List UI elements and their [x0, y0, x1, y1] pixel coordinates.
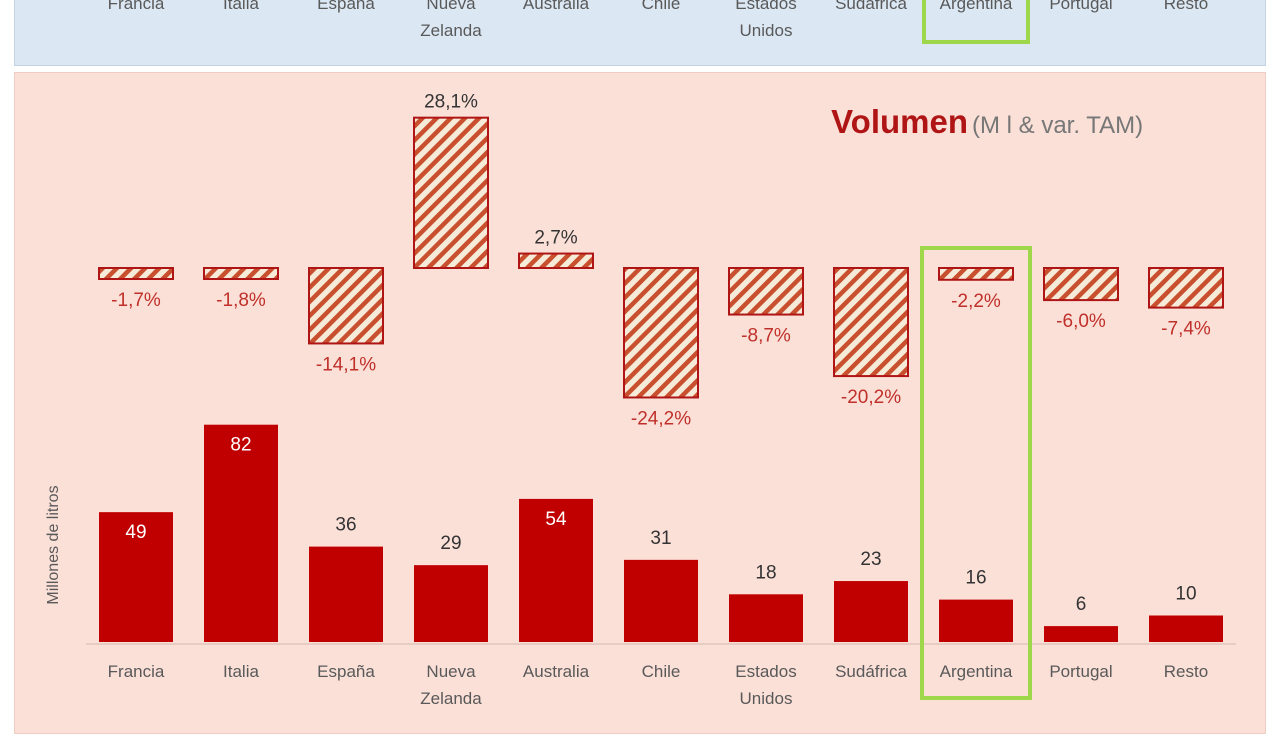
volume-label-australia: 54 [545, 509, 567, 530]
volume-bar-portugal [1044, 626, 1118, 642]
volume-label-portugal: 6 [1076, 594, 1087, 615]
volume-label-resto: 10 [1175, 584, 1196, 605]
x-tick-label-estados-unidos: Estados [735, 662, 796, 681]
top-tick-label-estados-unidos: Unidos [740, 21, 793, 40]
volume-label-españa: 36 [335, 515, 356, 536]
volume-label-estados-unidos: 18 [755, 562, 776, 583]
x-tick-label-argentina: Argentina [940, 662, 1013, 681]
top-tick-label-nueva-zelanda: Zelanda [420, 21, 482, 40]
variation-label-nueva-zelanda: 28,1% [424, 92, 478, 113]
x-tick-label-españa: España [317, 662, 375, 681]
y-axis-label: Millones de litros [45, 485, 62, 604]
highlight-box-argentina [920, 246, 1032, 700]
volume-bar-australia [519, 498, 593, 642]
top-tick-label-nueva-zelanda: Nueva [426, 0, 476, 13]
variation-bar-australia [518, 252, 594, 269]
volume-bar-estados-unidos [729, 594, 803, 642]
top-tick-label-francia: Francia [108, 0, 165, 13]
variation-bar-españa [308, 267, 384, 345]
volume-bar-resto [1149, 615, 1223, 642]
x-tick-label-portugal: Portugal [1049, 662, 1112, 681]
variation-bar-francia [98, 267, 174, 280]
volume-bar-argentina [939, 599, 1013, 642]
x-tick-label-chile: Chile [642, 662, 681, 681]
variation-label-portugal: -6,0% [1056, 311, 1106, 332]
volume-label-nueva-zelanda: 29 [440, 533, 461, 554]
chart-title: Volumen [831, 103, 968, 140]
top-tick-label-sudáfrica: Sudáfrica [835, 0, 907, 13]
volume-bar-italia [204, 424, 278, 642]
top-highlight-box-argentina [922, 0, 1030, 44]
variation-label-australia: 2,7% [534, 228, 577, 249]
volume-bar-españa [309, 546, 383, 642]
x-tick-label-sudáfrica: Sudáfrica [835, 662, 907, 681]
variation-label-españa: -14,1% [316, 354, 376, 375]
volume-bar-sudáfrica [834, 581, 908, 642]
top-header-panel [14, 0, 1266, 66]
variation-label-estados-unidos: -8,7% [741, 326, 791, 347]
volume-label-francia: 49 [125, 522, 146, 543]
top-tick-label-resto: Resto [1164, 0, 1208, 13]
variation-bar-estados-unidos [728, 267, 804, 316]
volume-label-italia: 82 [230, 435, 251, 456]
volume-bar-francia [99, 512, 173, 642]
x-tick-label-francia: Francia [108, 662, 165, 681]
x-tick-label-nueva-zelanda: Zelanda [420, 689, 482, 708]
variation-bar-sudáfrica [833, 267, 909, 378]
x-tick-label-resto: Resto [1164, 662, 1208, 681]
top-tick-label-españa: España [317, 0, 375, 13]
top-tick-label-chile: Chile [642, 0, 681, 13]
x-tick-label-estados-unidos: Unidos [740, 689, 793, 708]
chart-subtitle: (M l & var. TAM) [972, 112, 1143, 139]
variation-bar-resto [1148, 267, 1224, 309]
volume-bar-chile [624, 559, 698, 642]
variation-bar-nueva-zelanda [413, 116, 489, 270]
top-tick-label-italia: Italia [223, 0, 259, 13]
variation-label-francia: -1,7% [111, 290, 161, 311]
variation-bar-chile [623, 267, 699, 399]
top-tick-label-argentina: Argentina [940, 0, 1013, 13]
volume-label-chile: 31 [650, 528, 671, 549]
variation-bar-portugal [1043, 267, 1119, 302]
variation-bar-italia [203, 267, 279, 280]
variation-label-italia: -1,8% [216, 290, 266, 311]
volume-bar-nueva-zelanda [414, 565, 488, 642]
top-tick-label-australia: Australia [523, 0, 590, 13]
x-tick-label-italia: Italia [223, 662, 259, 681]
volume-label-argentina: 16 [965, 568, 986, 589]
top-tick-label-estados-unidos: Estados [735, 0, 796, 13]
variation-label-chile: -24,2% [631, 408, 691, 429]
variation-label-resto: -7,4% [1161, 319, 1211, 340]
top-tick-label-portugal: Portugal [1049, 0, 1112, 13]
x-tick-label-nueva-zelanda: Nueva [426, 662, 476, 681]
variation-label-sudáfrica: -20,2% [841, 387, 901, 408]
x-tick-label-australia: Australia [523, 662, 590, 681]
volume-label-sudáfrica: 23 [860, 549, 881, 570]
variation-label-argentina: -2,2% [951, 291, 1001, 312]
variation-bar-argentina [938, 267, 1014, 281]
